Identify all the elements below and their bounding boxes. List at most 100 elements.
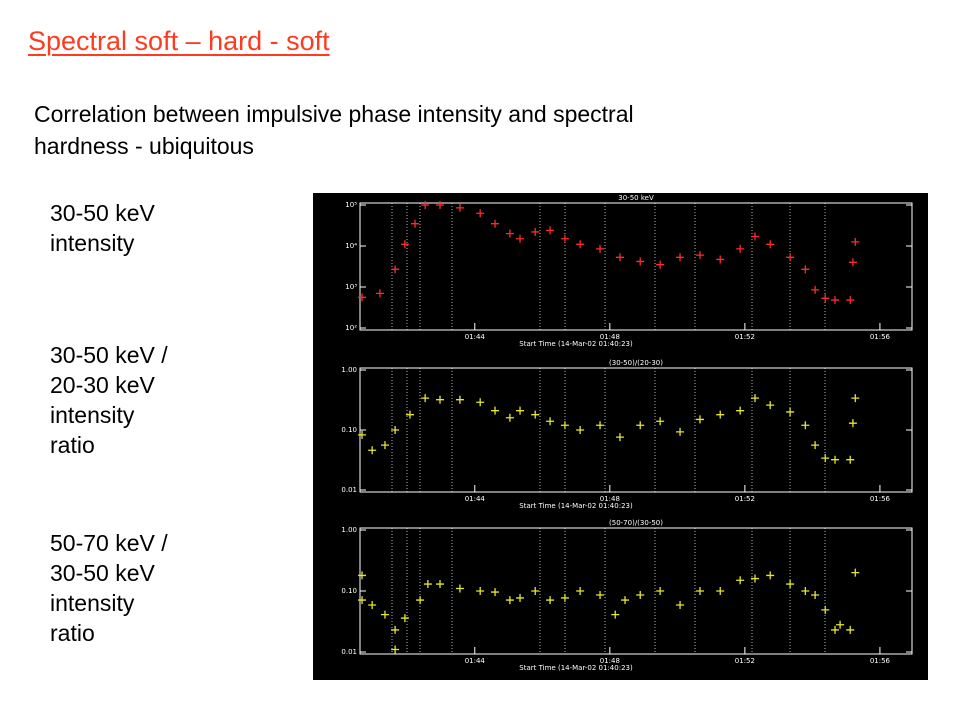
data-point bbox=[615, 253, 624, 262]
data-point bbox=[751, 232, 760, 241]
data-point bbox=[455, 395, 464, 404]
side-label: 30-50 keV intensity bbox=[50, 198, 155, 258]
data-point bbox=[801, 421, 810, 430]
data-point bbox=[391, 265, 400, 274]
data-point bbox=[621, 596, 630, 605]
data-point bbox=[368, 446, 377, 455]
data-point bbox=[375, 289, 384, 298]
data-point bbox=[801, 265, 810, 274]
x-tick-label: 01:52 bbox=[735, 495, 755, 503]
data-point bbox=[786, 580, 795, 589]
y-tick-label: 1.00 bbox=[341, 526, 357, 534]
data-point bbox=[836, 620, 845, 629]
data-point bbox=[436, 201, 445, 209]
side-label-line: 30-50 keV / bbox=[50, 342, 168, 368]
x-tick-label: 01:52 bbox=[735, 333, 755, 341]
x-axis-label: Start Time (14-Mar-02 01:40:23) bbox=[519, 340, 633, 348]
data-point bbox=[391, 645, 400, 654]
data-point bbox=[596, 421, 605, 430]
plot-title: 30-50 keV bbox=[618, 194, 654, 202]
data-point bbox=[786, 253, 795, 262]
data-point bbox=[736, 244, 745, 253]
data-point bbox=[611, 610, 620, 619]
data-point bbox=[546, 596, 555, 605]
data-point bbox=[846, 625, 855, 634]
data-point bbox=[380, 441, 389, 450]
data-point bbox=[801, 587, 810, 595]
data-point bbox=[851, 568, 860, 577]
data-point bbox=[476, 398, 485, 407]
x-tick-label: 01:56 bbox=[870, 333, 891, 341]
data-point bbox=[846, 296, 855, 305]
subtitle: Correlation between impulsive phase inte… bbox=[34, 98, 634, 162]
data-point bbox=[491, 406, 500, 415]
plot-title: (30-50)/(20-30) bbox=[609, 359, 663, 367]
data-point bbox=[358, 293, 367, 302]
data-point bbox=[576, 240, 585, 249]
y-tick-label: 10⁵ bbox=[345, 201, 357, 209]
data-point bbox=[831, 455, 840, 464]
side-label-line: intensity bbox=[50, 402, 135, 428]
data-point bbox=[695, 251, 704, 260]
data-point bbox=[596, 244, 605, 253]
side-label-line: 30-50 keV bbox=[50, 560, 155, 586]
data-point bbox=[848, 419, 857, 428]
data-point bbox=[560, 421, 569, 430]
data-point bbox=[766, 571, 775, 580]
side-label: 50-70 keV / 30-50 keV intensity ratio bbox=[50, 528, 168, 648]
plot-title: (50-70)/(30-50) bbox=[609, 519, 663, 527]
side-label-line: ratio bbox=[50, 620, 95, 646]
data-point bbox=[560, 234, 569, 243]
side-label-line: intensity bbox=[50, 590, 135, 616]
y-tick-label: 0.10 bbox=[341, 587, 357, 595]
data-point bbox=[846, 455, 855, 464]
data-point bbox=[751, 394, 760, 403]
data-point bbox=[576, 426, 585, 434]
data-point bbox=[851, 237, 860, 246]
data-point bbox=[676, 427, 685, 436]
data-point bbox=[786, 407, 795, 416]
x-axis-label: Start Time (14-Mar-02 01:40:23) bbox=[519, 664, 633, 672]
x-tick-label: 01:48 bbox=[600, 657, 620, 665]
data-point bbox=[531, 410, 540, 419]
data-point bbox=[851, 394, 860, 403]
y-tick-label: 0.10 bbox=[341, 426, 357, 434]
data-point bbox=[400, 240, 409, 249]
x-axis-label: Start Time (14-Mar-02 01:40:23) bbox=[519, 502, 633, 510]
data-point bbox=[516, 406, 525, 415]
data-point bbox=[531, 227, 540, 236]
x-tick-label: 01:44 bbox=[465, 333, 486, 341]
data-point bbox=[695, 587, 704, 595]
data-point bbox=[455, 584, 464, 593]
data-point bbox=[821, 294, 830, 303]
data-point bbox=[421, 394, 430, 403]
data-point bbox=[531, 587, 540, 595]
x-tick-label: 01:44 bbox=[465, 657, 486, 665]
y-tick-label: 0.01 bbox=[341, 648, 357, 656]
data-point bbox=[676, 253, 685, 262]
data-point bbox=[716, 587, 725, 595]
data-point bbox=[476, 587, 485, 595]
data-point bbox=[405, 410, 414, 419]
side-label: 30-50 keV / 20-30 keV intensity ratio bbox=[50, 340, 168, 460]
data-point bbox=[476, 209, 485, 218]
data-point bbox=[736, 576, 745, 585]
side-label-line: 30-50 keV bbox=[50, 200, 155, 226]
data-point bbox=[400, 614, 409, 623]
data-point bbox=[416, 596, 425, 605]
data-point bbox=[391, 426, 400, 434]
plot-frame bbox=[359, 202, 913, 331]
data-point bbox=[656, 417, 665, 426]
data-point bbox=[821, 454, 830, 463]
data-point bbox=[676, 600, 685, 609]
data-point bbox=[516, 593, 525, 602]
y-tick-label: 10² bbox=[345, 324, 357, 332]
data-point bbox=[380, 610, 389, 619]
data-point bbox=[576, 587, 585, 595]
data-point bbox=[636, 257, 645, 266]
data-point bbox=[423, 580, 432, 589]
data-point bbox=[596, 590, 605, 599]
data-point bbox=[766, 240, 775, 249]
